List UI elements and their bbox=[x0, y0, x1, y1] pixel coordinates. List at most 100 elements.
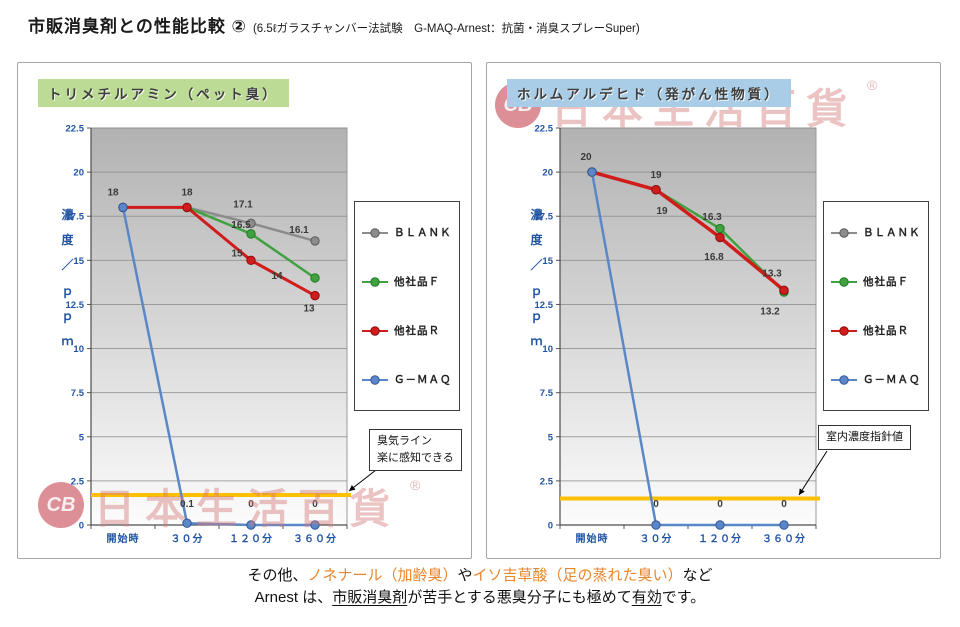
series-line-rival-r bbox=[123, 205, 316, 297]
y-axis-label: 濃度／ｐｐｍ bbox=[61, 208, 74, 348]
legend-marker-icon bbox=[831, 325, 857, 336]
legend-item-blank: ＢＬＡＮＫ bbox=[361, 225, 453, 240]
data-point-rival-f bbox=[715, 223, 725, 234]
data-point-g-maq bbox=[779, 520, 789, 530]
legend-item-g-maq: Ｇ－ＭＡＱ bbox=[361, 372, 453, 387]
series-line-g-maq bbox=[121, 207, 315, 527]
legend-label: 他社品Ｆ bbox=[863, 276, 909, 288]
y-tick-label: 5 bbox=[548, 432, 554, 443]
data-label: 16.3 bbox=[702, 212, 722, 223]
page-header: 市販消臭剤との性能比較 ② (6.5ℓガラスチャンバー法試験 G-MAQ-Arne… bbox=[28, 12, 640, 37]
data-point-rival-r bbox=[651, 185, 661, 195]
x-tick-label: 開始時 bbox=[576, 532, 609, 545]
legend-item-blank: ＢＬＡＮＫ bbox=[830, 225, 922, 240]
data-label: 0 bbox=[248, 499, 254, 510]
legend-marker-icon bbox=[831, 227, 857, 238]
y-tick-label: 20 bbox=[542, 168, 553, 179]
footer-line-1: その他、ノネナール（加齢臭）やイソ吉草酸（足の蒸れた臭い）など bbox=[0, 565, 960, 587]
data-label: 15 bbox=[231, 248, 243, 259]
data-label: 16.8 bbox=[704, 252, 724, 263]
legend-item-g-maq: Ｇ－ＭＡＱ bbox=[830, 372, 922, 387]
series-line-rival-r bbox=[591, 170, 786, 292]
data-label: 14 bbox=[271, 271, 283, 282]
legend-item-rival-f: 他社品Ｆ bbox=[361, 274, 453, 289]
footer-text-part: です。 bbox=[661, 589, 706, 606]
x-tick-label: ３６０分 bbox=[293, 532, 337, 545]
y-tick-label: 7.5 bbox=[540, 388, 554, 399]
legend-label: 他社品Ｒ bbox=[863, 325, 909, 337]
x-tick-label: ３０分 bbox=[640, 532, 673, 545]
legend-item-rival-f: 他社品Ｆ bbox=[830, 274, 922, 289]
footer-text-part: や bbox=[457, 567, 473, 584]
data-label: 19 bbox=[650, 170, 662, 181]
y-tick-label: 10 bbox=[73, 344, 84, 355]
y-tick-label: 7.5 bbox=[71, 388, 85, 399]
data-point-g-maq bbox=[182, 518, 192, 528]
plot-area: 22.5 20 17.5 15 12.5 10 7.5 5 2.5 0 開始時 ３０分 １２０分 ３６０分… bbox=[535, 124, 828, 545]
data-point-g-maq bbox=[118, 202, 128, 213]
y-tick-label: 2.5 bbox=[540, 476, 554, 487]
y-tick-label: 10 bbox=[542, 344, 553, 355]
data-point-g-maq bbox=[651, 520, 661, 530]
threshold-callout: 室内濃度指針値 bbox=[818, 425, 911, 451]
y-tick-label: 5 bbox=[79, 432, 85, 443]
y-tick-label: 0 bbox=[79, 521, 84, 532]
data-label: 0 bbox=[781, 499, 787, 510]
data-point-rival-r bbox=[246, 255, 256, 266]
data-point-rival-r bbox=[715, 232, 725, 243]
legend-marker-icon bbox=[362, 227, 388, 238]
data-label: 0 bbox=[717, 499, 723, 510]
series-line-g-maq bbox=[590, 171, 784, 527]
y-tick-label: 0 bbox=[548, 521, 553, 532]
data-point-g-maq bbox=[310, 520, 320, 530]
page-footer: その他、ノネナール（加齢臭）やイソ吉草酸（足の蒸れた臭い）など Arnest は… bbox=[0, 565, 960, 609]
footer-text-part: 有効 bbox=[631, 589, 662, 606]
callout-arrow bbox=[348, 469, 377, 492]
footer-line-2: Arnest は、市販消臭剤が苦手とする悪臭分子にも極めて有効です。 bbox=[0, 587, 960, 609]
y-tick-label: 20 bbox=[73, 168, 84, 179]
y-tick-label: 17.5 bbox=[535, 212, 554, 223]
data-point-rival-f bbox=[310, 273, 320, 283]
x-tick-label: ３６０分 bbox=[762, 532, 806, 545]
data-point-rival-f bbox=[246, 229, 256, 239]
y-tick-label: 17.5 bbox=[66, 212, 85, 223]
y-tick-label: 22.5 bbox=[66, 124, 85, 135]
legend-label: 他社品Ｆ bbox=[394, 276, 440, 288]
data-label: 13 bbox=[303, 304, 315, 315]
legend-marker-icon bbox=[362, 276, 388, 287]
data-point-rival-r bbox=[182, 202, 192, 213]
data-label: 13.2 bbox=[760, 306, 780, 317]
footer-text-part: イソ吉草酸（足の蒸れた臭い） bbox=[472, 567, 683, 584]
legend-item-rival-r: 他社品Ｒ bbox=[361, 323, 453, 338]
footer-text-part: 市販消臭剤 bbox=[332, 589, 408, 606]
data-point-g-maq bbox=[587, 167, 597, 177]
legend-label: Ｇ－ＭＡＱ bbox=[394, 374, 452, 386]
chart-panel-trimethylamine: 22.5 20 17.5 15 12.5 10 7.5 5 2.5 0 開始時 ３０分 １２０分 ３６０分… bbox=[17, 62, 472, 559]
footer-text-part: その他、 bbox=[247, 567, 308, 584]
footer-text-part: ノネナール（加齢臭） bbox=[307, 567, 458, 584]
threshold-callout: 臭気ライン 楽に感知できる bbox=[369, 429, 462, 472]
y-tick-label: 15 bbox=[73, 256, 84, 267]
plot-background bbox=[559, 127, 817, 526]
data-point-blank bbox=[246, 218, 256, 228]
y-tick-label: 2.5 bbox=[71, 476, 85, 487]
data-label: 13.3 bbox=[762, 268, 782, 279]
data-label: 16.5 bbox=[231, 220, 251, 231]
y-tick-label: 12.5 bbox=[535, 300, 554, 311]
legend-marker-icon bbox=[831, 374, 857, 385]
chart-title: ホルムアルデヒド（発がん性物質） bbox=[507, 79, 791, 107]
footer-text-part: が苦手とする悪臭分子にも極めて bbox=[407, 589, 632, 606]
y-tick-label: 15 bbox=[542, 256, 553, 267]
data-point-g-maq bbox=[246, 520, 256, 530]
x-tick-label: １２０分 bbox=[698, 532, 742, 545]
y-tick-label: 22.5 bbox=[535, 124, 554, 135]
data-label: 18 bbox=[107, 187, 119, 198]
callout-arrow bbox=[798, 450, 828, 496]
legend: ＢＬＡＮＫ 他社品Ｆ 他社品Ｒ Ｇ－ＭＡＱ bbox=[354, 201, 460, 411]
data-label: 0 bbox=[312, 499, 318, 510]
data-label: 20 bbox=[580, 152, 592, 163]
data-point-rival-r bbox=[310, 290, 320, 301]
legend-marker-icon bbox=[831, 276, 857, 287]
x-tick-label: １２０分 bbox=[229, 532, 273, 545]
data-label: 17.1 bbox=[233, 199, 253, 210]
